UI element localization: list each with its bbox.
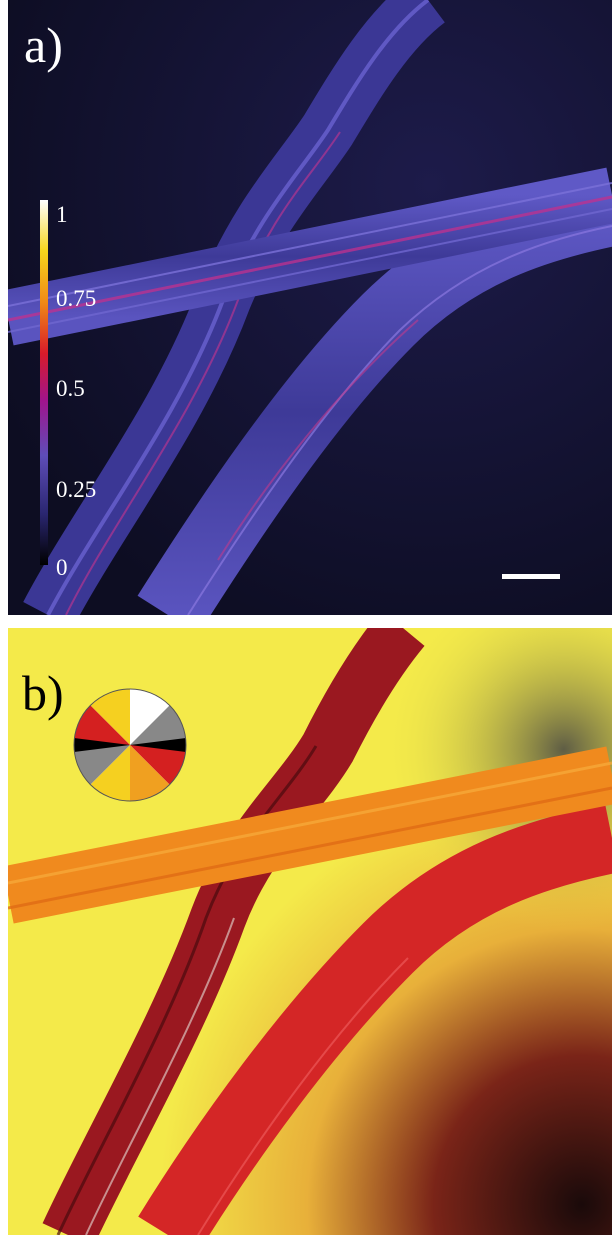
fiber-3 [8, 167, 612, 346]
fiber-3 [8, 746, 612, 924]
colorbar-tick-05: 0.5 [56, 376, 85, 401]
panel-b-image [8, 628, 612, 1235]
panel-a-intensity-image: a) 1 0.75 0.5 0.25 0 [8, 0, 612, 615]
panel-b-orientation-image: b) [8, 628, 612, 1235]
fiber-2 [138, 803, 612, 1235]
colorbar-tick-075: 0.75 [56, 286, 97, 311]
orientation-wheel [74, 689, 186, 801]
panel-a-image [8, 0, 612, 615]
colorbar-tick-0: 0 [56, 555, 68, 580]
scale-bar [502, 574, 560, 579]
panel-a-label: a) [24, 17, 63, 73]
colorbar-tick-1: 1 [56, 202, 68, 227]
panel-b-label: b) [22, 665, 64, 721]
colorbar-tick-025: 0.25 [56, 477, 97, 502]
colorbar [40, 200, 48, 565]
